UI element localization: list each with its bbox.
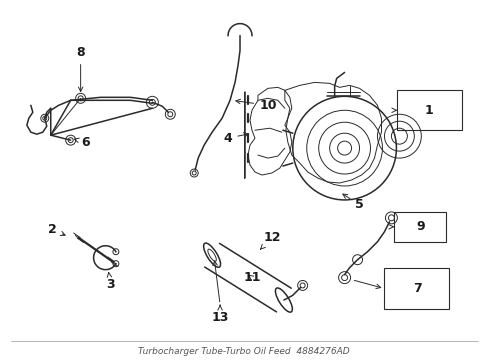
Text: 1: 1 xyxy=(424,104,433,117)
Text: 8: 8 xyxy=(76,46,85,91)
Bar xyxy=(397,90,461,130)
Text: Turbocharger Tube-Turbo Oil Feed  4884276AD: Turbocharger Tube-Turbo Oil Feed 4884276… xyxy=(138,347,349,356)
Text: 4: 4 xyxy=(223,132,248,145)
Text: 7: 7 xyxy=(412,282,421,295)
Text: 2: 2 xyxy=(48,223,65,236)
Text: 10: 10 xyxy=(235,99,276,112)
Bar xyxy=(384,268,448,310)
Text: 11: 11 xyxy=(243,271,260,284)
Text: 6: 6 xyxy=(74,136,90,149)
Bar xyxy=(394,212,446,242)
Text: 9: 9 xyxy=(415,220,424,233)
Text: 13: 13 xyxy=(211,305,228,324)
Text: 12: 12 xyxy=(260,231,280,249)
Text: 3: 3 xyxy=(106,273,115,291)
Text: 5: 5 xyxy=(342,194,363,211)
